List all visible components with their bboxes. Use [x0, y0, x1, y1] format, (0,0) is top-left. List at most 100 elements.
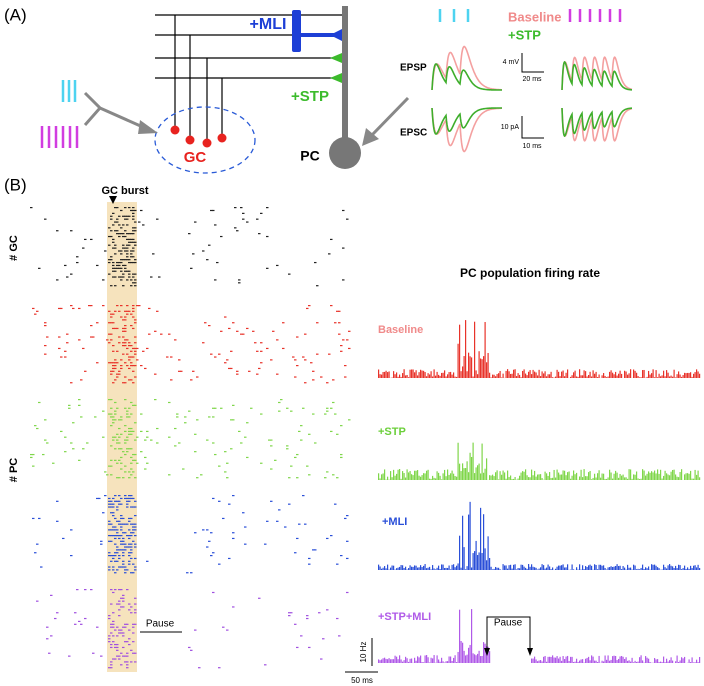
rate-bar	[666, 370, 668, 378]
spike	[132, 506, 135, 508]
spike	[126, 247, 129, 249]
spike	[140, 209, 143, 212]
rate-bar	[432, 658, 434, 663]
spike	[120, 549, 123, 551]
spike	[116, 305, 119, 307]
rate-bar	[442, 564, 444, 570]
rate-bar	[498, 567, 500, 570]
spike	[108, 500, 111, 502]
spike	[266, 207, 269, 209]
spike	[114, 327, 117, 330]
spike	[336, 310, 339, 312]
rate-bar	[573, 662, 575, 663]
spike	[134, 422, 137, 424]
rate-bar	[565, 656, 567, 663]
rate-bar	[663, 564, 665, 570]
rate-bar	[508, 371, 510, 378]
rate-bar	[547, 475, 549, 480]
rate-bar	[442, 473, 444, 480]
spike	[114, 410, 117, 412]
spike	[110, 506, 113, 508]
rate-bar	[591, 479, 593, 480]
rate-bar	[562, 370, 564, 378]
spike	[60, 307, 63, 310]
spike	[34, 552, 37, 554]
rate-bar	[486, 560, 488, 570]
rate-bar	[382, 658, 384, 663]
spike	[194, 433, 197, 435]
rate-bar	[382, 371, 384, 378]
spike	[110, 555, 113, 557]
spike	[124, 661, 127, 663]
spike	[110, 500, 113, 502]
spike	[78, 339, 81, 341]
rate-bar	[591, 565, 593, 570]
spike	[332, 379, 335, 381]
rate-bar	[646, 376, 648, 378]
spike	[134, 319, 137, 321]
spike	[132, 652, 135, 654]
spike	[294, 552, 297, 554]
rate-title: PC population firing rate	[460, 266, 600, 280]
spike	[122, 523, 125, 525]
spike	[232, 495, 235, 497]
rate-bar	[583, 569, 585, 570]
rate-bar	[421, 567, 423, 570]
rate-bar	[670, 471, 672, 480]
spike	[176, 413, 179, 415]
rate-bar	[549, 472, 551, 480]
rate-bar	[642, 469, 644, 480]
rate-bar	[601, 565, 603, 570]
rate-bar	[645, 567, 647, 570]
spike	[122, 540, 125, 542]
rate-bar	[412, 475, 414, 480]
rate-bar	[640, 655, 642, 663]
spike	[116, 439, 119, 441]
rate-bar	[606, 377, 608, 378]
spike	[244, 436, 247, 438]
rate-bar	[486, 458, 488, 480]
spike	[214, 224, 217, 226]
rate-bar	[526, 475, 528, 480]
rate-bar	[586, 657, 588, 663]
rate-bar	[630, 469, 632, 480]
rate-bar	[670, 565, 672, 570]
rate-bar	[561, 474, 563, 480]
spike	[126, 413, 129, 415]
spike	[114, 643, 117, 646]
rate-bar	[579, 369, 581, 378]
spike	[200, 474, 203, 476]
rate-bar	[525, 469, 527, 480]
spike	[134, 529, 137, 531]
epsp-label: EPSP	[400, 63, 427, 74]
rate-bar	[658, 473, 660, 480]
spike	[68, 655, 71, 657]
spike	[130, 325, 133, 327]
rate-bar	[562, 564, 564, 570]
spike	[128, 535, 131, 537]
spike	[48, 652, 51, 654]
rate-bar	[526, 375, 528, 378]
spike	[70, 529, 73, 531]
spike	[96, 497, 99, 500]
spike	[118, 427, 121, 430]
spike	[114, 658, 117, 660]
spike	[122, 635, 125, 637]
spike	[120, 515, 123, 517]
rate-bar	[459, 609, 461, 663]
spike	[112, 555, 115, 557]
rate-bar	[528, 564, 530, 570]
rate-bar	[571, 475, 573, 480]
rate-bar	[468, 352, 470, 378]
rate-bar	[417, 375, 419, 378]
spike	[130, 356, 133, 358]
scale-label: 20 ms	[522, 76, 542, 83]
spike	[124, 471, 127, 473]
rate-bar	[430, 371, 432, 378]
spike	[130, 557, 133, 560]
spike	[132, 212, 135, 214]
rate-bar	[501, 377, 503, 378]
spike	[124, 259, 127, 261]
spike	[108, 503, 111, 505]
burst-label: GC burst	[101, 185, 148, 197]
